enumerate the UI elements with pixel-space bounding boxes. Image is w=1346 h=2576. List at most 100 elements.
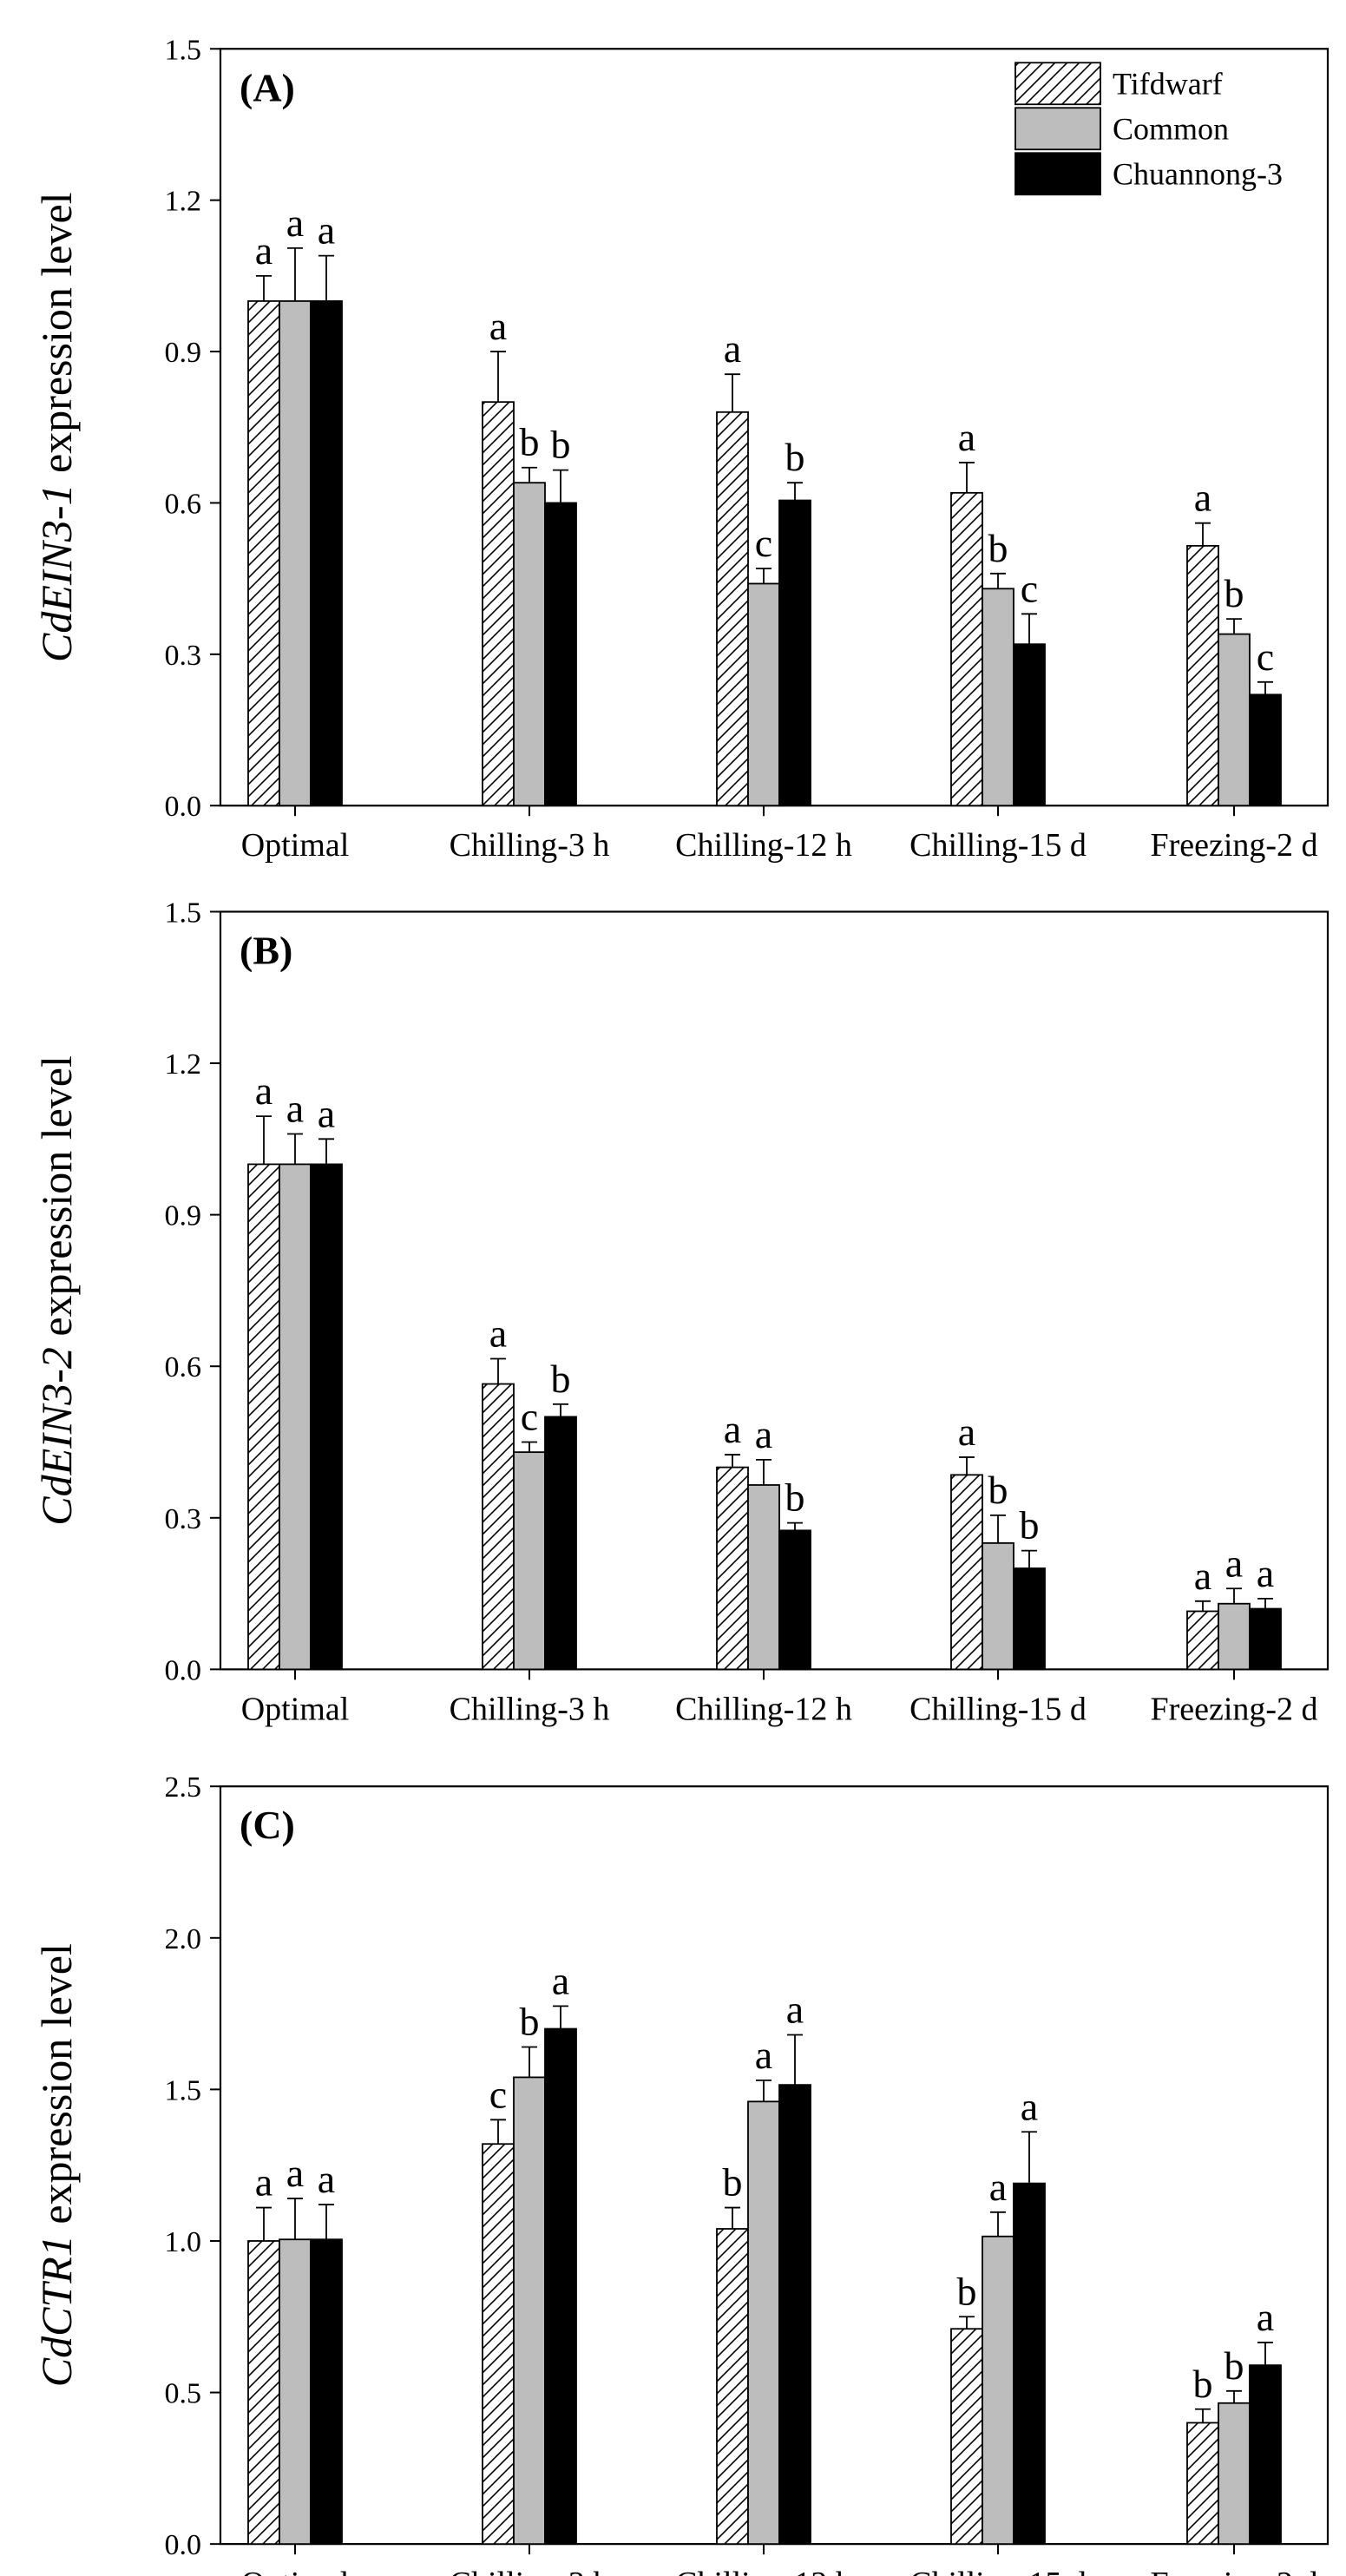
bar-tifdwarf xyxy=(716,1466,749,1671)
significance-letter: a xyxy=(489,304,507,348)
bar-common xyxy=(1218,2402,1251,2546)
significance-letter: a xyxy=(1194,476,1211,520)
panel-c: 0.0 0.5 1.0 1.5 2.0 2.5 Optimal Chilling-3 h Chi… xyxy=(32,1771,1330,2576)
legend: Tifdwarf Common Chuannong-3 xyxy=(1014,62,1283,196)
significance-letter: b xyxy=(551,1357,571,1401)
y-tick-label: 0.9 xyxy=(165,1200,202,1232)
panel-a: 0.0 0.3 0.6 0.9 1.2 1.5 Optimal Chilling-3 h Chi… xyxy=(32,34,1330,864)
bar-common xyxy=(279,300,312,807)
legend-label: Common xyxy=(1113,111,1229,146)
significance-letter: c xyxy=(755,521,772,565)
legend-swatch xyxy=(1014,62,1101,106)
bar-chuannong-3 xyxy=(778,499,811,807)
significance-letter: b xyxy=(988,1468,1008,1512)
x-category-label: Chilling-15 d xyxy=(909,2566,1087,2576)
significance-letter: c xyxy=(489,2072,507,2116)
bar-tifdwarf xyxy=(482,1383,515,1671)
bar-chuannong-3 xyxy=(1013,1567,1046,1671)
y-tick-label: 1.5 xyxy=(165,2074,202,2106)
y-tick-label: 2.0 xyxy=(165,1923,202,1955)
significance-letter: a xyxy=(755,1412,772,1456)
significance-letter: b xyxy=(520,420,540,464)
legend-swatch xyxy=(1014,152,1101,196)
bar-chuannong-3 xyxy=(310,1163,343,1671)
y-tick-label: 0.5 xyxy=(165,2378,202,2410)
x-category-label: Chilling-12 h xyxy=(675,1691,852,1727)
legend-label: Chuannong-3 xyxy=(1113,156,1283,191)
bar-chuannong-3 xyxy=(310,2238,343,2546)
significance-letter: a xyxy=(552,1958,569,2002)
y-tick-label: 0.0 xyxy=(165,2529,202,2561)
bar-common xyxy=(513,2076,546,2546)
bar-tifdwarf xyxy=(247,2240,280,2546)
bar-chuannong-3 xyxy=(1249,693,1282,807)
bar-common xyxy=(279,1163,312,1671)
bar-common xyxy=(1218,1602,1251,1671)
y-axis-label: CdEIN3-1 expression level xyxy=(32,192,81,662)
significance-letter: b xyxy=(957,2269,977,2313)
bar-tifdwarf xyxy=(247,1163,280,1671)
bar-tifdwarf xyxy=(247,300,280,807)
bar-tifdwarf xyxy=(716,2228,749,2546)
y-axis-label-gene: CdEIN3-2 xyxy=(32,1347,81,1526)
bar-chuannong-3 xyxy=(778,1529,811,1671)
x-category-label: Chilling-3 h xyxy=(450,1691,610,1727)
significance-letter: b xyxy=(1225,2343,1244,2388)
bar-tifdwarf xyxy=(1186,1610,1219,1671)
y-axis-label: CdCTR1 expression level xyxy=(32,1943,81,2387)
significance-letter: a xyxy=(318,2157,335,2201)
x-category-label: Freezing-2 d xyxy=(1150,827,1317,864)
y-axis-label-gene: CdCTR1 xyxy=(32,2235,81,2387)
bar-chuannong-3 xyxy=(1249,1607,1282,1671)
bar-common xyxy=(747,1484,780,1671)
bar-tifdwarf xyxy=(1186,544,1219,807)
x-category-label: Chilling-12 h xyxy=(675,2566,852,2576)
legend-swatch xyxy=(1014,107,1101,151)
y-axis-label-text: expression level xyxy=(32,192,81,483)
bar-common xyxy=(513,1451,546,1671)
significance-letter: a xyxy=(286,2151,304,2195)
y-tick-label: 0.3 xyxy=(165,640,202,672)
significance-letter: a xyxy=(786,1988,804,2032)
bar-chuannong-3 xyxy=(544,502,577,807)
y-tick-label: 0.0 xyxy=(165,1654,202,1686)
y-axis-label-gene: CdEIN3-1 xyxy=(32,483,81,662)
significance-letter: a xyxy=(989,2165,1007,2209)
significance-letter: b xyxy=(1225,571,1244,615)
significance-letter: a xyxy=(1257,1551,1274,1595)
bar-chuannong-3 xyxy=(1013,2182,1046,2546)
bar-common xyxy=(279,2238,312,2546)
significance-letter: a xyxy=(318,1091,335,1135)
y-tick-label: 1.5 xyxy=(165,897,202,929)
significance-letter: b xyxy=(785,1475,805,1520)
x-category-label: Chilling-3 h xyxy=(450,827,610,864)
bar-tifdwarf xyxy=(950,491,983,807)
panel-label: (B) xyxy=(240,928,292,972)
y-tick-label: 0.9 xyxy=(165,337,202,369)
y-tick-label: 0.6 xyxy=(165,1351,202,1383)
y-tick-label: 0.3 xyxy=(165,1503,202,1535)
significance-letter: a xyxy=(286,1087,304,1131)
bar-common xyxy=(513,482,546,807)
significance-letter: b xyxy=(723,2160,743,2205)
significance-letter: b xyxy=(520,1999,540,2043)
significance-letter: b xyxy=(988,526,1008,570)
significance-letter: a xyxy=(1257,2295,1274,2339)
x-category-label: Optimal xyxy=(241,1691,350,1727)
significance-letter: a xyxy=(724,326,741,371)
bar-chuannong-3 xyxy=(1013,643,1046,807)
y-axis-label-text: expression level xyxy=(32,1943,81,2235)
bar-tifdwarf xyxy=(1186,2422,1219,2546)
significance-letter: b xyxy=(1193,2362,1213,2406)
bar-tifdwarf xyxy=(950,2328,983,2546)
significance-letter: a xyxy=(255,1068,272,1113)
bar-tifdwarf xyxy=(950,1474,983,1671)
y-tick-label: 1.2 xyxy=(165,186,202,218)
y-tick-label: 0.6 xyxy=(165,488,202,520)
y-tick-label: 1.5 xyxy=(165,34,202,66)
x-category-label: Chilling-3 h xyxy=(450,2566,610,2576)
y-tick-label: 0.0 xyxy=(165,791,202,823)
x-category-label: Freezing-2 d xyxy=(1150,2566,1317,2576)
y-tick-label: 1.0 xyxy=(165,2226,202,2258)
